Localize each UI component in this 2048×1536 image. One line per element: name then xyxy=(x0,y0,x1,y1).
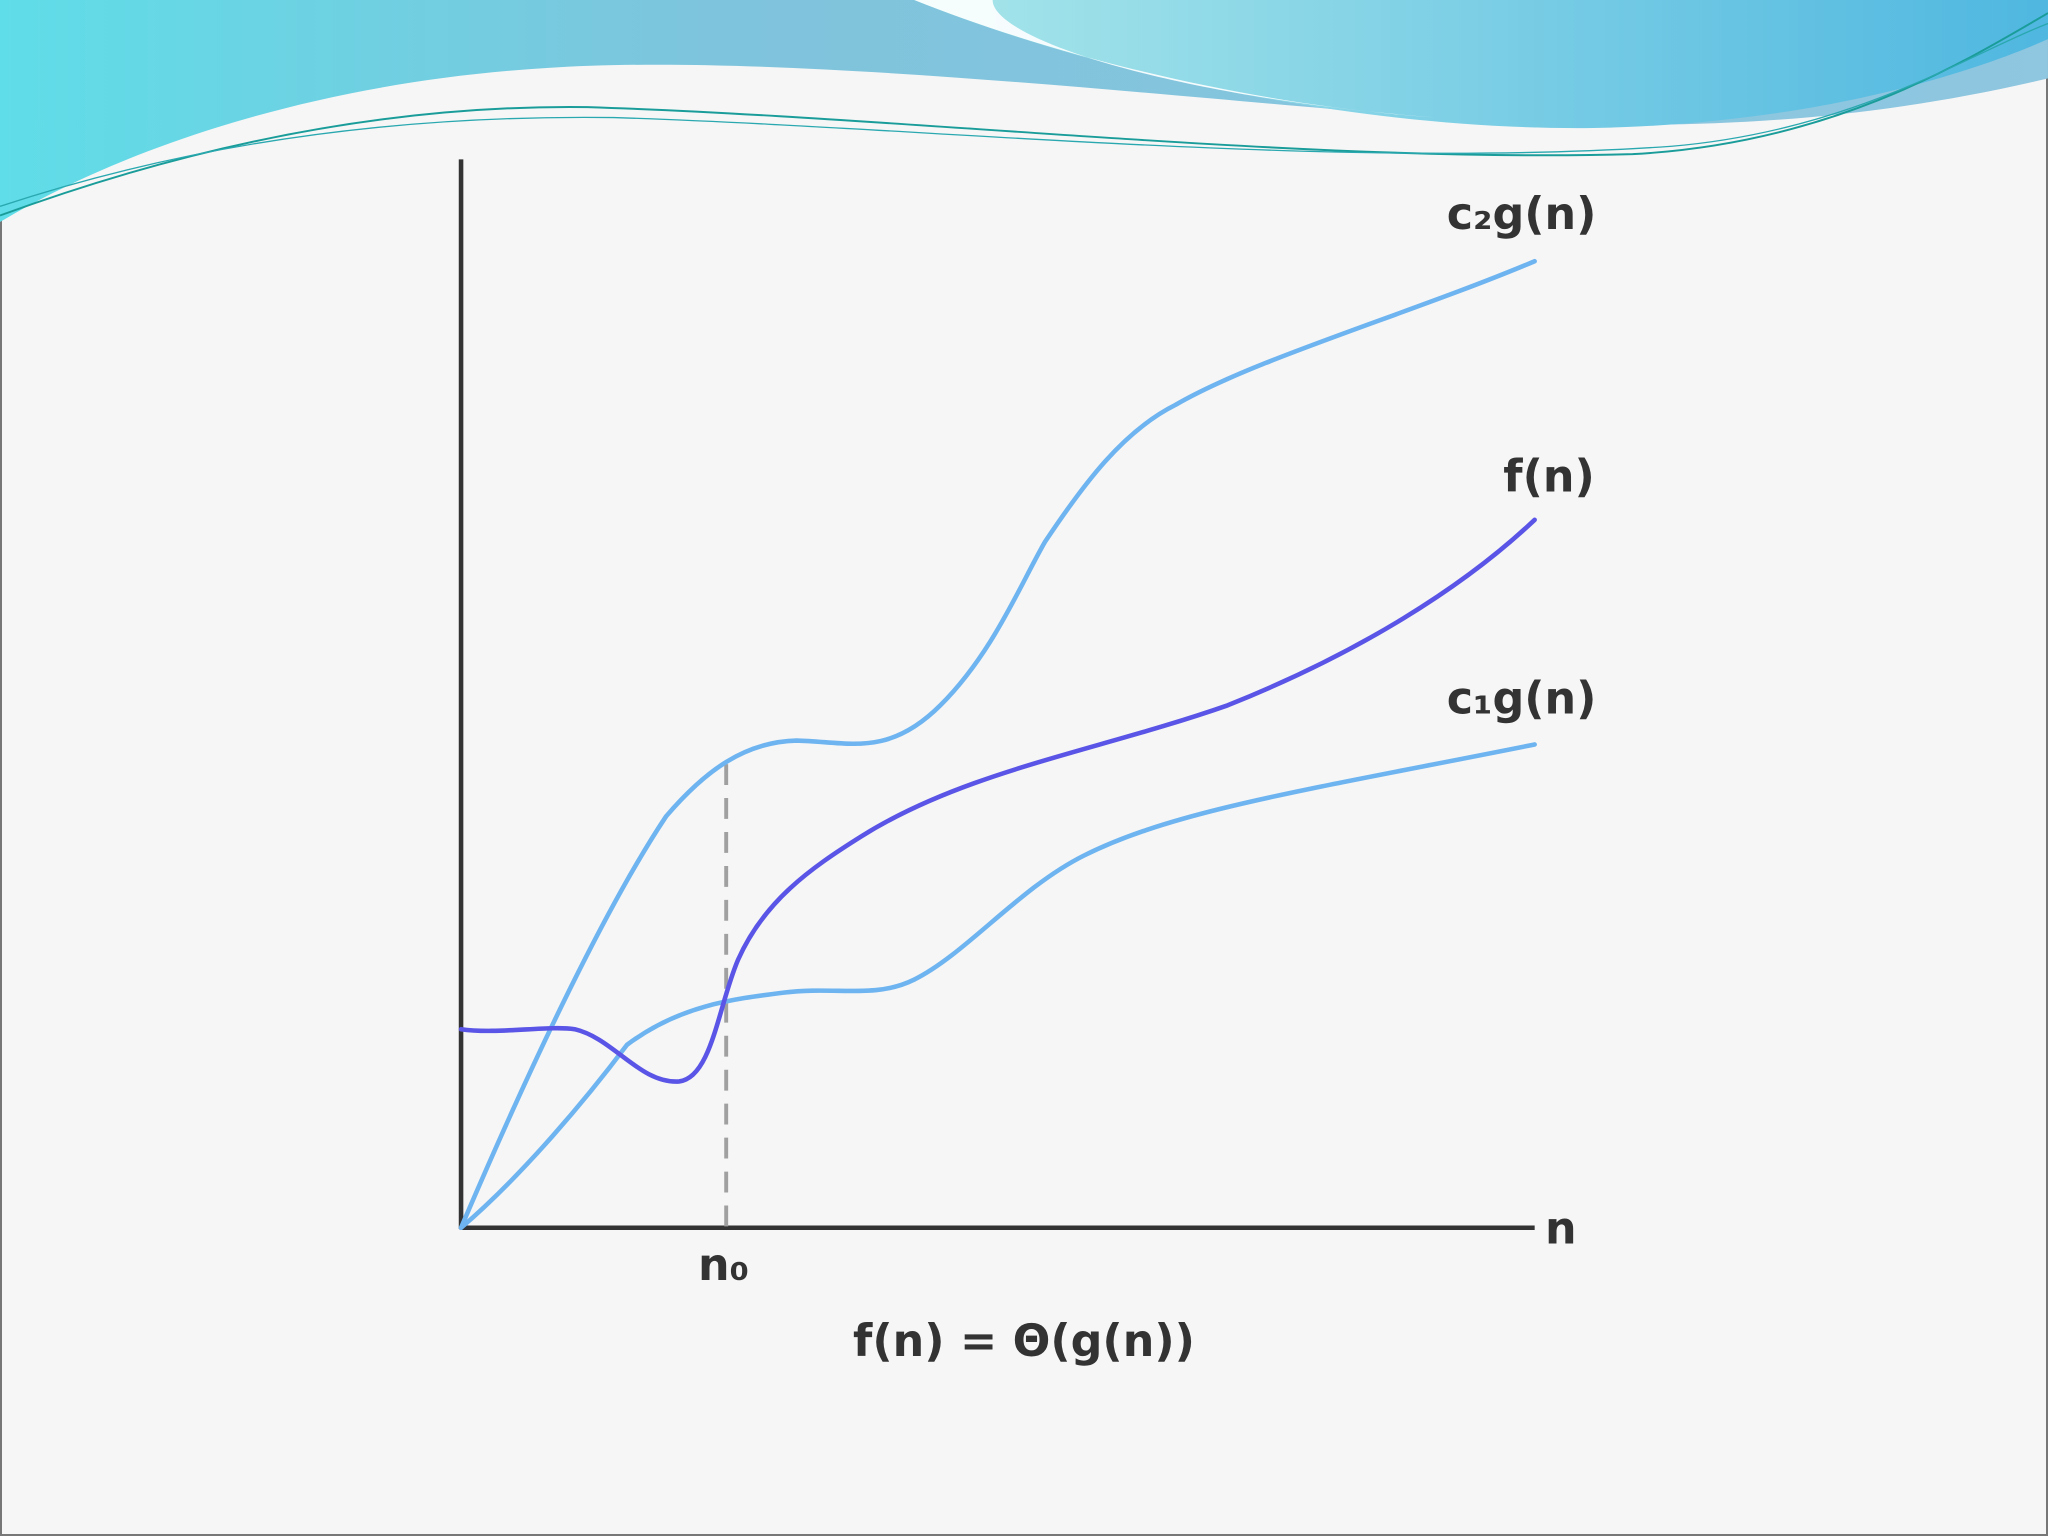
lower-bound-curve xyxy=(458,742,1537,1231)
upper-label: c₂g(n) xyxy=(1447,189,1597,240)
x-axis-label: n xyxy=(1545,1204,1577,1255)
header-wave xyxy=(914,0,2048,129)
header-line xyxy=(0,12,2048,217)
slide-content: c₂g(n) f(n) c₁g(n) n n₀ f(n) = Θ(g(n)) xyxy=(0,0,2048,1367)
threshold-label: n₀ xyxy=(698,1240,749,1291)
function-label: f(n) xyxy=(1503,451,1595,502)
header-wave xyxy=(914,0,1437,118)
caption: f(n) = Θ(g(n)) xyxy=(853,1316,1195,1367)
lower-label: c₁g(n) xyxy=(1447,673,1597,724)
upper-bound-curve xyxy=(458,258,1537,1231)
function-curve xyxy=(458,517,1537,1084)
header-line xyxy=(0,22,2048,207)
